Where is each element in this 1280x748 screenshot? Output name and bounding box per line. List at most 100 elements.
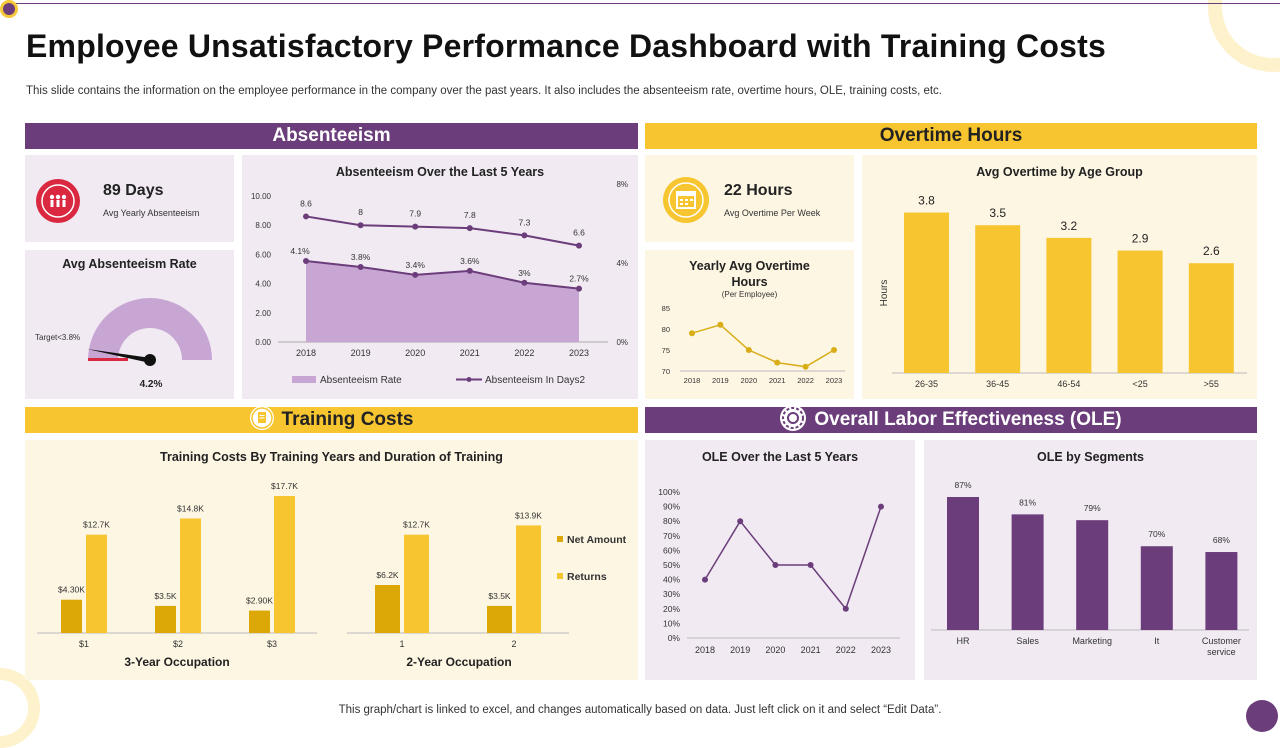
overtime-bar [1046,237,1092,373]
x-tick-label: 1 [399,639,404,649]
kpi-value: 22 Hours [724,182,793,199]
absenteeism-days-point [412,223,419,230]
overtime-kpi-card: 22 Hours Avg Overtime Per Week [645,155,854,242]
net-amount-label: $3.5K [488,591,511,601]
bar-value-label: 70% [1148,529,1165,539]
returns-bar [516,525,541,633]
absenteeism-chart-card: Absenteeism Over the Last 5 Years 10.00 8… [242,155,638,399]
ole-point [772,562,779,568]
legend-swatch-area [292,376,316,383]
x-tick-label: $1 [79,639,89,649]
ole-header-label: Overall Labor Effectiveness (OLE) [814,409,1122,431]
overtime-point [774,359,781,366]
ole-segment-bar [1076,520,1109,630]
training-header-label: Training Costs [281,409,414,430]
x-tick-label: 2020 [740,376,757,385]
legend-swatch-point [466,377,472,382]
absenteeism-days-point [357,222,364,229]
top-rule [14,3,1280,4]
gauge-target-marker [88,358,128,361]
returns-label: $13.9K [515,510,542,520]
kpi-label: Avg Yearly Absenteeism [103,208,200,218]
y-axis-label: Hours [879,280,890,307]
y2-tick-label: 0% [616,338,628,347]
y-tick-label: 100% [658,487,680,497]
overtime-point [745,347,752,353]
absenteeism-days-point [521,232,528,239]
yearly-overtime-title: Yearly Avg Overtime Hours [689,259,810,289]
group-title: 3-Year Occupation [124,655,229,669]
decorative-circle [1208,0,1280,72]
y-tick-label: 10% [663,618,680,628]
absenteeism-header: Absenteeism [25,123,638,149]
returns-bar [180,518,201,633]
people-icon [36,179,80,223]
y-tick-label: 8.00 [255,221,271,230]
x-tick-label: 26-35 [915,379,938,389]
group-title: 2-Year Occupation [406,655,511,669]
x-tick-label: service [1207,647,1236,657]
net-amount-label: $4.30K [58,585,85,595]
page-subtitle: This slide contains the information on t… [26,85,942,97]
bar-value-label: 87% [954,480,971,490]
ole-point [702,576,708,583]
y2-tick-label: 4% [616,259,628,268]
ole-point [842,605,849,612]
x-tick-label: $3 [267,639,277,649]
overtime-bar [1188,263,1234,373]
calendar-icon [663,177,709,223]
x-tick-label: 2022 [514,348,534,358]
ole-point [807,562,814,568]
y-tick-label: 0.00 [255,338,271,347]
x-tick-label: 2018 [296,348,316,358]
absenteeism-days-label: 6.6 [573,228,585,238]
ole-segments-chart: 87% HR 81% Sales 79% Marketing 70% It 68% Custome… [931,480,1249,657]
net-amount-label: $2.90K [246,596,273,606]
ole-5yr-title: OLE Over the Last 5 Years [701,450,859,464]
absenteeism-rate-point [521,279,528,286]
training-header: Training Costs [25,405,638,433]
y-tick-label: 70 [662,367,670,376]
absenteeism-rate-label: 3.8% [351,252,371,262]
returns-label: $12.7K [403,520,430,530]
footer-note: This graph/chart is linked to excel, and… [338,704,942,716]
overtime-point [831,347,837,353]
training-costs-card: Training Costs By Training Years and Dur… [25,440,638,680]
absenteeism-rate-label: 3% [518,268,531,278]
ole-5yr-chart: 100% 90% 80% 70% 60% 50% 40% 30% 20% 10% 0% 2018 201… [658,487,900,655]
x-tick-label: 2023 [569,348,589,358]
gauge-value: 4.2% [140,379,163,390]
page-title: Employee Unsatisfactory Performance Dash… [26,28,1106,64]
legend-swatch-returns [557,573,563,579]
legend-label: Absenteeism In Days2 [485,375,585,386]
absenteeism-days-label: 7.3 [518,217,530,227]
gauge-arc [88,298,212,360]
y-tick-label: 6.00 [255,250,271,259]
absenteeism-chart: 10.00 8.00 6.00 4.00 2.00 0.00 8% 4% 0% 4.1% 3.8% 3… [251,180,628,386]
x-tick-label: 46-54 [1057,379,1080,389]
bar-value-label: 3.2 [1061,219,1078,233]
returns-label: $14.8K [177,503,204,513]
y-tick-label: 85 [662,304,670,313]
ole-segments-title: OLE by Segments [1037,450,1144,464]
absenteeism-gauge-card: Avg Absenteeism Rate Target<3.8% 4.2% [25,250,234,399]
ole-line [704,506,882,611]
yearly-overtime-card: Yearly Avg Overtime Hours (Per Employee)… [645,250,854,399]
x-tick-label: HR [957,636,970,646]
absenteeism-days-label: 8.6 [300,198,312,208]
bar-value-label: 81% [1019,497,1036,507]
document-icon [249,405,274,430]
net-amount-bar [487,605,512,633]
x-tick-label: 2019 [730,645,750,655]
x-tick-label: 2021 [460,348,480,358]
absenteeism-rate-point [466,267,473,274]
overtime-age-title: Avg Overtime by Age Group [976,165,1143,179]
bar-value-label: 2.6 [1203,244,1220,258]
overtime-header: Overtime Hours [645,123,1257,149]
absenteeism-rate-label: 3.6% [460,256,480,266]
bar-value-label: 68% [1213,535,1230,545]
absenteeism-rate-point [412,271,419,278]
y-tick-label: 40% [663,575,680,585]
absenteeism-rate-label: 2.7% [569,274,589,284]
returns-label: $17.7K [271,481,298,491]
